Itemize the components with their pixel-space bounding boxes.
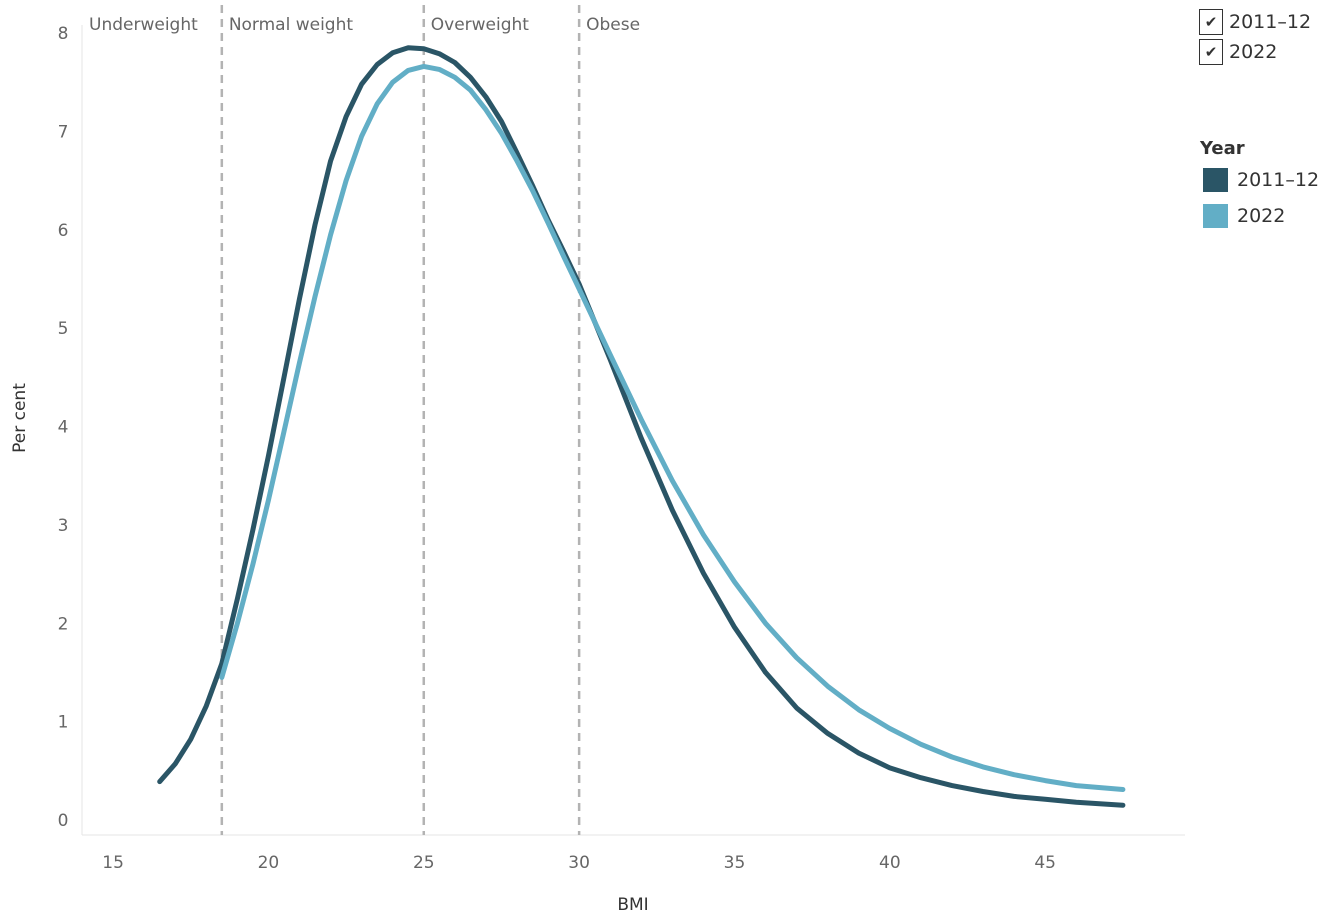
y-tick-label-8: 8 [58,24,69,44]
x-tick-label-3: 30 [568,853,590,873]
band-label-3: Obese [586,15,640,35]
x-tick-label-4: 35 [724,853,746,873]
legend-item-2022[interactable]: 2022 [1203,204,1285,228]
y-tick-label-4: 4 [58,418,69,438]
band-label-1: Normal weight [229,15,354,35]
reference-lines [220,5,581,835]
x-tick-label-1: 20 [258,853,280,873]
filter-item-2022[interactable]: ✔ 2022 [1199,38,1277,66]
x-tick-label-5: 40 [879,853,901,873]
band-label-2: Overweight [431,15,530,35]
legend-label-2022: 2022 [1237,205,1286,227]
y-tick-label-5: 5 [58,319,69,339]
x-tick-label-0: 15 [102,853,124,873]
band-labels: Underweight Normal weight Overweight Obese [89,15,640,35]
y-tick-label-2: 2 [58,614,69,634]
y-axis-title: Per cent [10,383,30,453]
checkbox-2011-12[interactable]: ✔ [1199,9,1223,35]
legend-title: Year [1200,138,1245,159]
y-tick-label-1: 1 [58,713,69,733]
y-axis-ticks: 0 1 2 3 4 5 6 7 8 [58,24,69,831]
filter-label-2011-12: 2011–12 [1229,11,1312,33]
y-tick-label-7: 7 [58,122,69,142]
series-lines [157,45,1126,808]
filter-label-2022: 2022 [1229,41,1278,63]
legend-label-2011-12: 2011–12 [1237,169,1320,191]
legend-item-2011-12[interactable]: 2011–12 [1203,168,1319,192]
x-tick-label-6: 45 [1034,853,1056,873]
filter-item-2011-12[interactable]: ✔ 2011–12 [1199,8,1311,36]
plot-area [81,25,1185,836]
legend-swatch-2011-12 [1203,168,1228,192]
legend-swatch-2022 [1203,204,1228,228]
x-axis-title: BMI [617,895,648,915]
y-tick-label-6: 6 [58,221,69,241]
x-axis-ticks: 15 20 25 30 35 40 45 [102,853,1056,873]
series-line-1 [219,63,1126,792]
y-tick-label-3: 3 [58,516,69,536]
checkbox-2022[interactable]: ✔ [1199,39,1223,65]
band-label-0: Underweight [89,15,198,35]
y-tick-label-0: 0 [58,811,69,831]
x-tick-label-2: 25 [413,853,435,873]
series-line-0 [157,45,1126,808]
